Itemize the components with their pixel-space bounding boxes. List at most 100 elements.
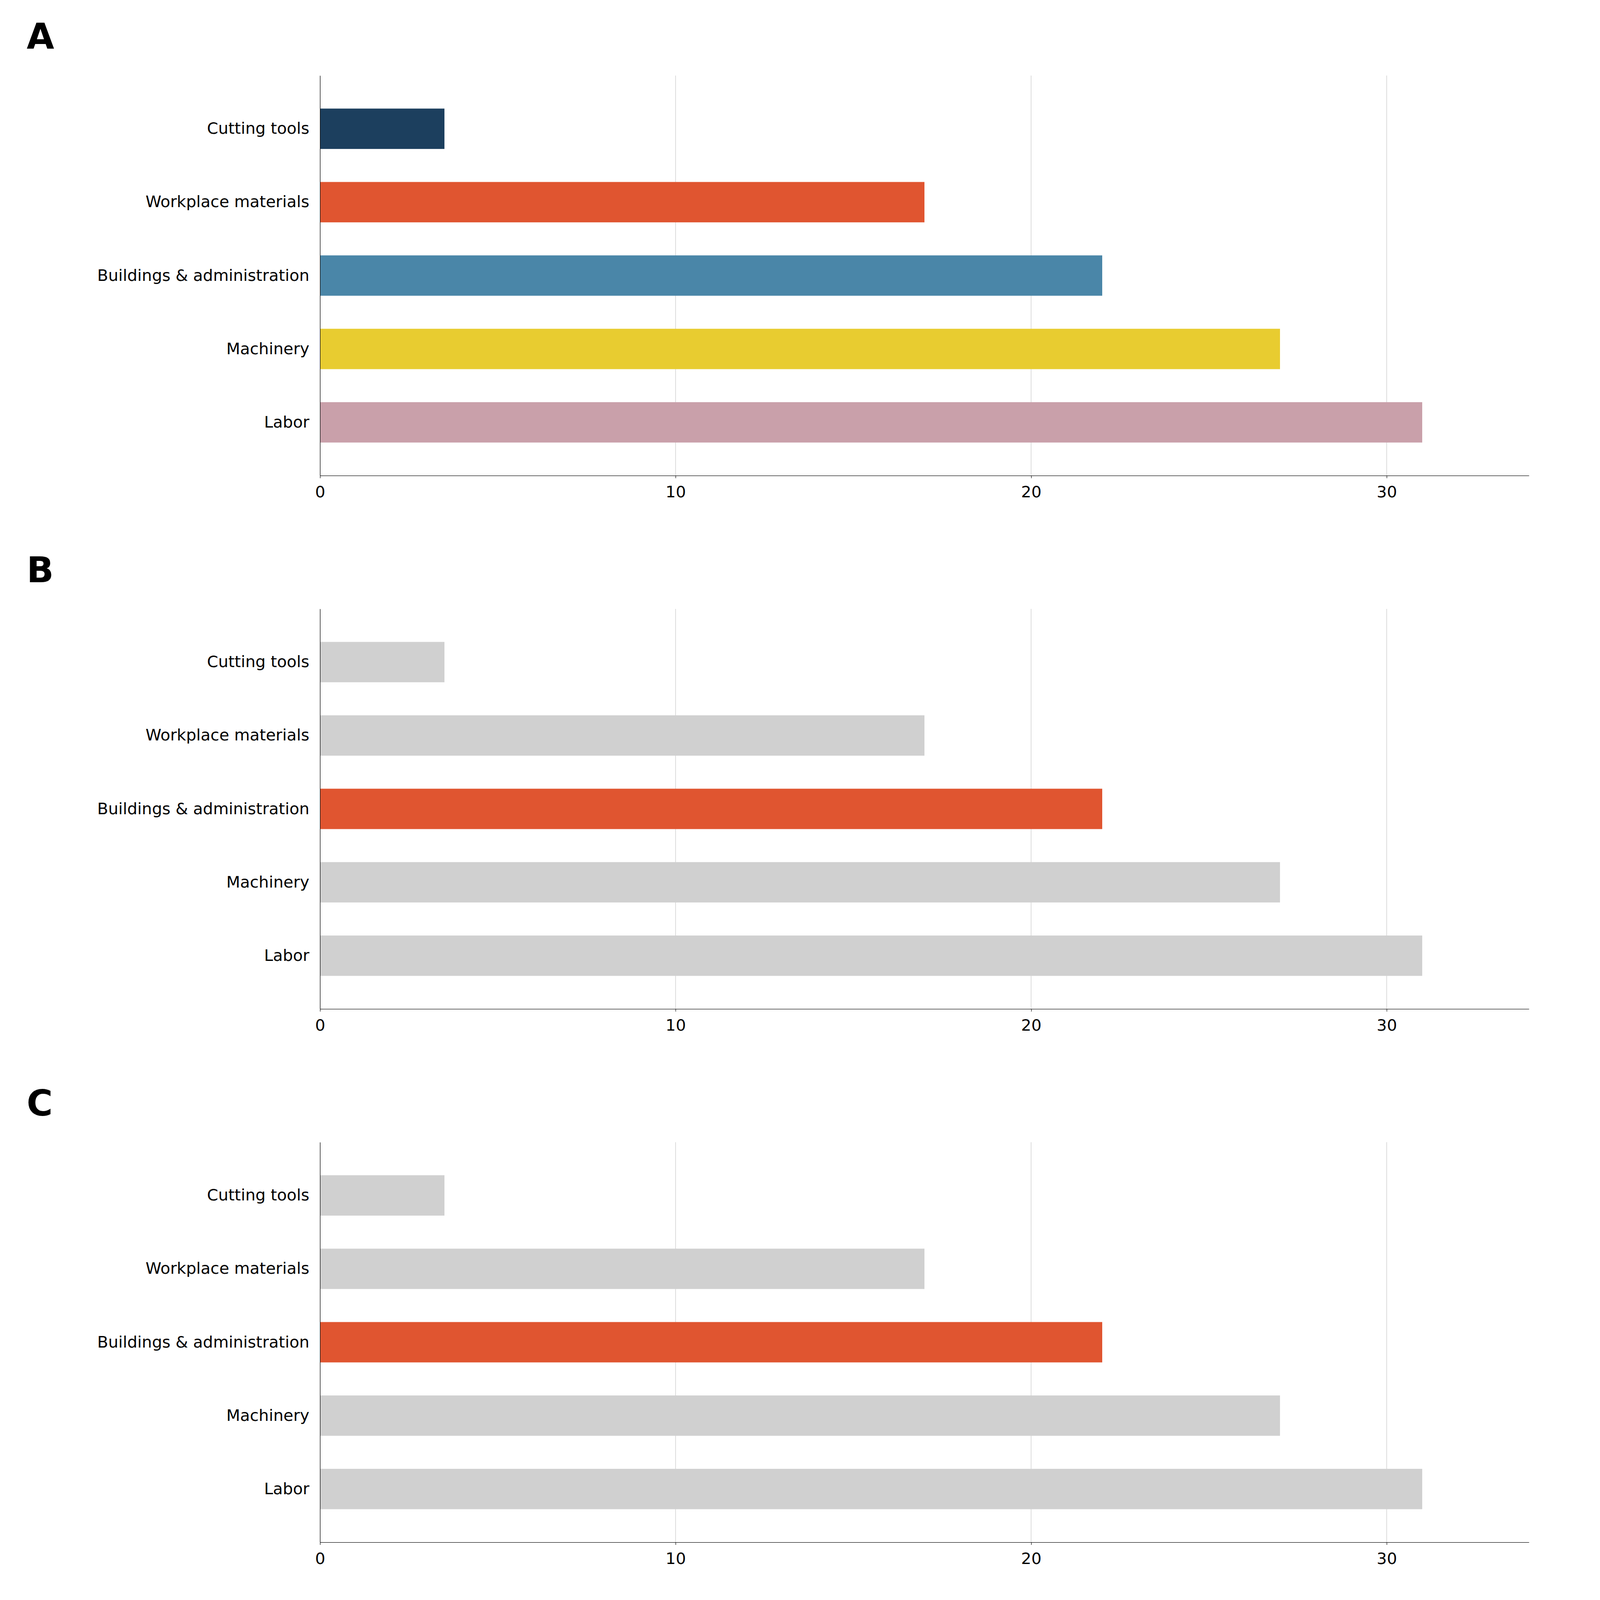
tick-mark — [320, 1542, 321, 1545]
tick: Cutting tools — [207, 652, 320, 671]
tick-label: 10 — [665, 1549, 687, 1568]
tick: Workplace materials — [145, 192, 320, 211]
tick-label: Machinery — [226, 339, 310, 358]
tick-mark — [1031, 1008, 1032, 1012]
bar — [320, 1175, 445, 1216]
tick: 10 — [665, 1542, 687, 1568]
tick: Machinery — [226, 339, 320, 358]
panel: 0 10 20 30 Cutting tools Workplace materials B… — [26, 549, 1530, 1035]
y-axis: Cutting tools Workplace materials Building… — [97, 76, 321, 476]
bar — [320, 641, 445, 683]
bar — [320, 715, 925, 756]
bars — [320, 108, 1423, 443]
tick-mark — [320, 475, 321, 479]
tick-label: 20 — [1021, 1016, 1042, 1035]
axis-line — [320, 1142, 321, 1543]
tick: Labor — [264, 412, 320, 432]
x-axis: 0 10 20 30 — [315, 1542, 1529, 1568]
tick: Workplace materials — [145, 1259, 320, 1278]
tick-mark — [1386, 475, 1388, 479]
panel-label: C — [26, 1082, 53, 1124]
y-axis: Cutting tools Workplace materials Building… — [97, 609, 321, 1010]
bars — [320, 641, 1423, 976]
tick-label: Workplace materials — [145, 192, 310, 211]
tick-mark — [1386, 1008, 1388, 1012]
tick: 20 — [1021, 475, 1042, 501]
bar — [320, 1468, 1423, 1510]
tick: 10 — [665, 475, 687, 501]
grid-line — [319, 1142, 321, 1543]
panel: 0 10 20 30 Cutting tools Workplace materials B… — [26, 16, 1530, 501]
tick: 30 — [1376, 475, 1398, 501]
tick-label: Cutting tools — [207, 119, 310, 138]
bar — [320, 788, 1103, 830]
tick-label: Labor — [264, 1479, 310, 1498]
tick: Cutting tools — [207, 119, 320, 138]
tick: Machinery — [226, 872, 320, 892]
tick-label: Buildings & administration — [97, 1332, 310, 1352]
panel-label: A — [26, 16, 55, 58]
axis-line — [320, 76, 321, 476]
tick-label: Labor — [264, 946, 310, 965]
tick: 30 — [1376, 1542, 1398, 1568]
tick-label: Buildings & administration — [97, 266, 310, 285]
tick: Buildings & administration — [97, 266, 320, 285]
tick: Labor — [264, 946, 320, 965]
axis-line — [320, 475, 1530, 476]
tick-mark — [675, 475, 676, 479]
tick-label: 10 — [665, 1016, 687, 1035]
tick-label: Machinery — [226, 872, 310, 892]
bar — [320, 1395, 1280, 1436]
bar — [320, 1248, 925, 1289]
y-axis: Cutting tools Workplace materials Building… — [97, 1142, 321, 1543]
tick-label: Workplace materials — [145, 725, 310, 744]
tick-label: Workplace materials — [145, 1259, 310, 1278]
x-axis: 0 10 20 30 — [315, 1008, 1529, 1035]
bars — [320, 1175, 1423, 1509]
x-axis: 0 10 20 30 — [315, 475, 1529, 501]
axis-line — [320, 1008, 1530, 1010]
tick: Buildings & administration — [97, 799, 320, 818]
bar — [320, 935, 1423, 976]
tick-label: Cutting tools — [207, 652, 310, 671]
tick: 20 — [1021, 1542, 1042, 1568]
tick: 20 — [1021, 1008, 1042, 1035]
tick-label: Cutting tools — [207, 1185, 310, 1204]
tick-label: 0 — [315, 1016, 326, 1035]
tick: 10 — [665, 1008, 687, 1035]
tick-label: Labor — [264, 412, 310, 432]
tick-label: Machinery — [226, 1406, 310, 1425]
bar — [320, 255, 1103, 296]
tick-mark — [1031, 1542, 1032, 1545]
tick-mark — [1031, 475, 1032, 479]
tick-label: Buildings & administration — [97, 799, 310, 818]
figure: 0 10 20 30 Cutting tools Workplace materials B… — [0, 0, 1600, 1600]
tick-mark — [320, 1008, 321, 1012]
tick-mark — [1386, 1542, 1388, 1545]
tick-label: 30 — [1376, 1016, 1398, 1035]
bar — [320, 862, 1280, 903]
bar — [320, 181, 925, 223]
axis-line — [320, 1542, 1530, 1543]
bar — [320, 1322, 1103, 1363]
tick-label: 0 — [315, 482, 326, 501]
tick-label: 20 — [1021, 482, 1042, 501]
tick-label: 30 — [1376, 482, 1398, 501]
tick-label: 10 — [665, 482, 687, 501]
tick-label: 30 — [1376, 1549, 1398, 1568]
tick: 30 — [1376, 1008, 1398, 1035]
grid-line — [319, 608, 321, 1009]
panel: 0 10 20 30 Cutting tools Workplace materials B… — [26, 1082, 1530, 1568]
tick: Labor — [264, 1479, 320, 1498]
tick-label: 0 — [315, 1549, 326, 1568]
tick: Machinery — [226, 1406, 320, 1425]
tick-mark — [675, 1542, 676, 1545]
tick: 0 — [315, 1542, 326, 1568]
tick: Workplace materials — [145, 725, 320, 744]
tick-mark — [675, 1008, 676, 1012]
tick: Cutting tools — [207, 1185, 320, 1204]
tick-label: 20 — [1021, 1549, 1042, 1568]
tick: 0 — [315, 475, 326, 501]
axis-line — [320, 609, 321, 1010]
tick: Buildings & administration — [97, 1332, 320, 1352]
